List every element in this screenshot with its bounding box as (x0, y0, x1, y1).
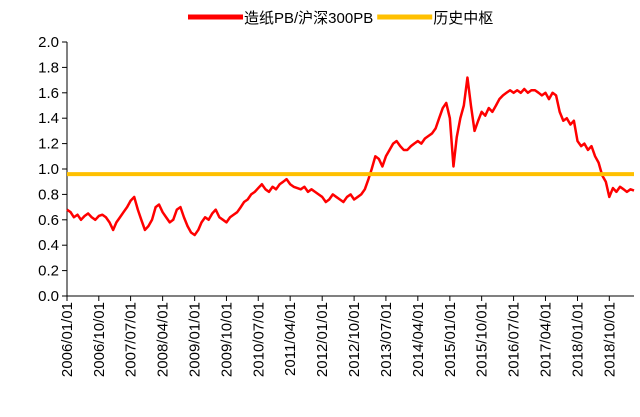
y-tick-label: 1.6 (38, 85, 59, 102)
y-tick-label: 0.6 (38, 212, 59, 229)
legend-label: 造纸PB/沪深300PB (244, 10, 373, 27)
x-tick-label: 2007/07/01 (123, 302, 140, 377)
y-tick-label: 0.8 (38, 186, 59, 203)
y-tick-label: 1.0 (38, 161, 59, 178)
x-tick-label: 2017/04/01 (537, 302, 554, 377)
x-tick-label: 2012/01/01 (314, 302, 331, 377)
y-tick-label: 2.0 (38, 34, 59, 51)
series-line (66, 76, 635, 237)
x-tick-label: 2015/01/01 (442, 302, 459, 377)
x-tick-label: 2015/10/01 (474, 302, 491, 377)
y-tick-label: 0.4 (38, 237, 59, 254)
y-tick-label: 0.0 (38, 288, 59, 305)
y-tick-label: 1.4 (38, 110, 59, 127)
x-tick-label: 2006/01/01 (59, 302, 76, 377)
x-tick-label: 2009/10/01 (218, 302, 235, 377)
y-tick-label: 1.2 (38, 136, 59, 153)
x-tick-label: 2012/10/01 (346, 302, 363, 377)
x-tick-label: 2009/01/01 (187, 302, 204, 377)
x-tick-label: 2010/07/01 (250, 302, 267, 377)
x-tick-label: 2018/01/01 (570, 302, 587, 377)
y-tick-label: 1.8 (38, 59, 59, 76)
x-tick-label: 2013/07/01 (378, 302, 395, 377)
x-tick-label: 2018/10/01 (601, 302, 618, 377)
x-tick-label: 2014/04/01 (410, 302, 427, 377)
x-tick-label: 2011/04/01 (282, 302, 299, 376)
legend-label: 历史中枢 (433, 10, 493, 27)
x-tick-label: 2016/07/01 (506, 302, 523, 377)
x-tick-label: 2008/04/01 (155, 302, 172, 377)
y-tick-label: 0.2 (38, 263, 59, 280)
x-tick-label: 2006/10/01 (91, 302, 108, 377)
